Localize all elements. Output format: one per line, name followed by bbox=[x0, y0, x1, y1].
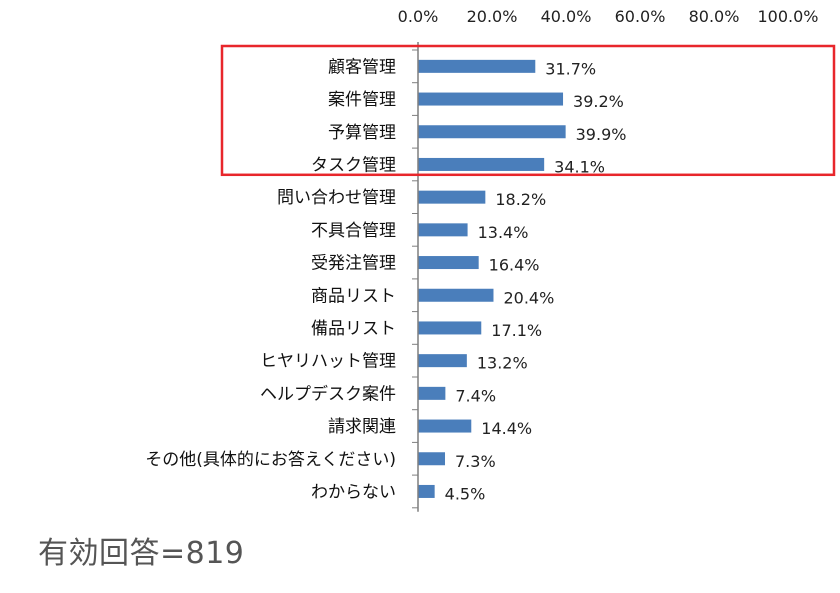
category-label: 商品リスト bbox=[311, 286, 396, 306]
value-label: 20.4% bbox=[503, 288, 554, 307]
value-label: 4.5% bbox=[445, 484, 486, 503]
value-label: 39.9% bbox=[576, 125, 627, 144]
value-label: 34.1% bbox=[554, 157, 605, 176]
bar bbox=[418, 354, 467, 368]
highlight-box bbox=[220, 44, 836, 177]
category-label: 顧客管理 bbox=[328, 57, 396, 77]
bar bbox=[418, 59, 536, 73]
value-label: 17.1% bbox=[491, 321, 542, 340]
category-label: 不具合管理 bbox=[311, 221, 396, 241]
valid-responses-note: 有効回答=819 bbox=[38, 536, 245, 571]
bar bbox=[418, 452, 446, 466]
bar bbox=[418, 157, 545, 171]
bar bbox=[418, 484, 435, 498]
category-label: 予算管理 bbox=[328, 123, 396, 143]
value-label: 18.2% bbox=[495, 190, 546, 209]
value-label: 31.7% bbox=[545, 59, 596, 78]
value-label: 7.3% bbox=[455, 452, 496, 471]
category-label: わからない bbox=[311, 482, 396, 502]
category-label: 案件管理 bbox=[328, 90, 396, 110]
value-label: 39.2% bbox=[573, 92, 624, 111]
category-label: 請求関連 bbox=[328, 417, 396, 437]
category-label: 受発注管理 bbox=[311, 254, 396, 274]
x-tick-label: 20.0% bbox=[467, 7, 518, 26]
category-label: 問い合わせ管理 bbox=[277, 188, 396, 208]
bar bbox=[418, 419, 472, 433]
value-label: 14.4% bbox=[481, 419, 532, 438]
chart-canvas: 0.0% 20.0% 40.0% 60.0% 80.0% 100.0% 顧客管理 31.7% 案… bbox=[145, 7, 836, 512]
x-tick-label: 40.0% bbox=[541, 7, 592, 26]
value-label: 13.2% bbox=[477, 354, 528, 373]
value-label: 7.4% bbox=[455, 386, 496, 405]
bar bbox=[418, 125, 566, 139]
bar bbox=[418, 92, 564, 106]
x-tick-label: 100.0% bbox=[757, 7, 818, 26]
bar bbox=[418, 223, 468, 237]
category-label: タスク管理 bbox=[311, 155, 396, 175]
category-label: 備品リスト bbox=[311, 319, 396, 339]
bar-chart: 0.0% 20.0% 40.0% 60.0% 80.0% 100.0% 顧客管理 31.7% 案… bbox=[145, 7, 836, 512]
value-label: 16.4% bbox=[489, 256, 540, 275]
category-label: その他(具体的にお答えください) bbox=[145, 450, 396, 470]
bar bbox=[418, 288, 494, 302]
bar bbox=[418, 321, 482, 335]
bar bbox=[418, 386, 446, 400]
bar bbox=[418, 256, 479, 270]
x-tick-label: 80.0% bbox=[689, 7, 740, 26]
category-label: ヘルプデスク案件 bbox=[260, 383, 396, 404]
value-label: 13.4% bbox=[478, 223, 529, 242]
x-tick-label: 60.0% bbox=[615, 7, 666, 26]
category-label: ヒヤリハット管理 bbox=[260, 352, 396, 372]
x-tick-label: 0.0% bbox=[398, 7, 439, 26]
bar bbox=[418, 190, 486, 204]
